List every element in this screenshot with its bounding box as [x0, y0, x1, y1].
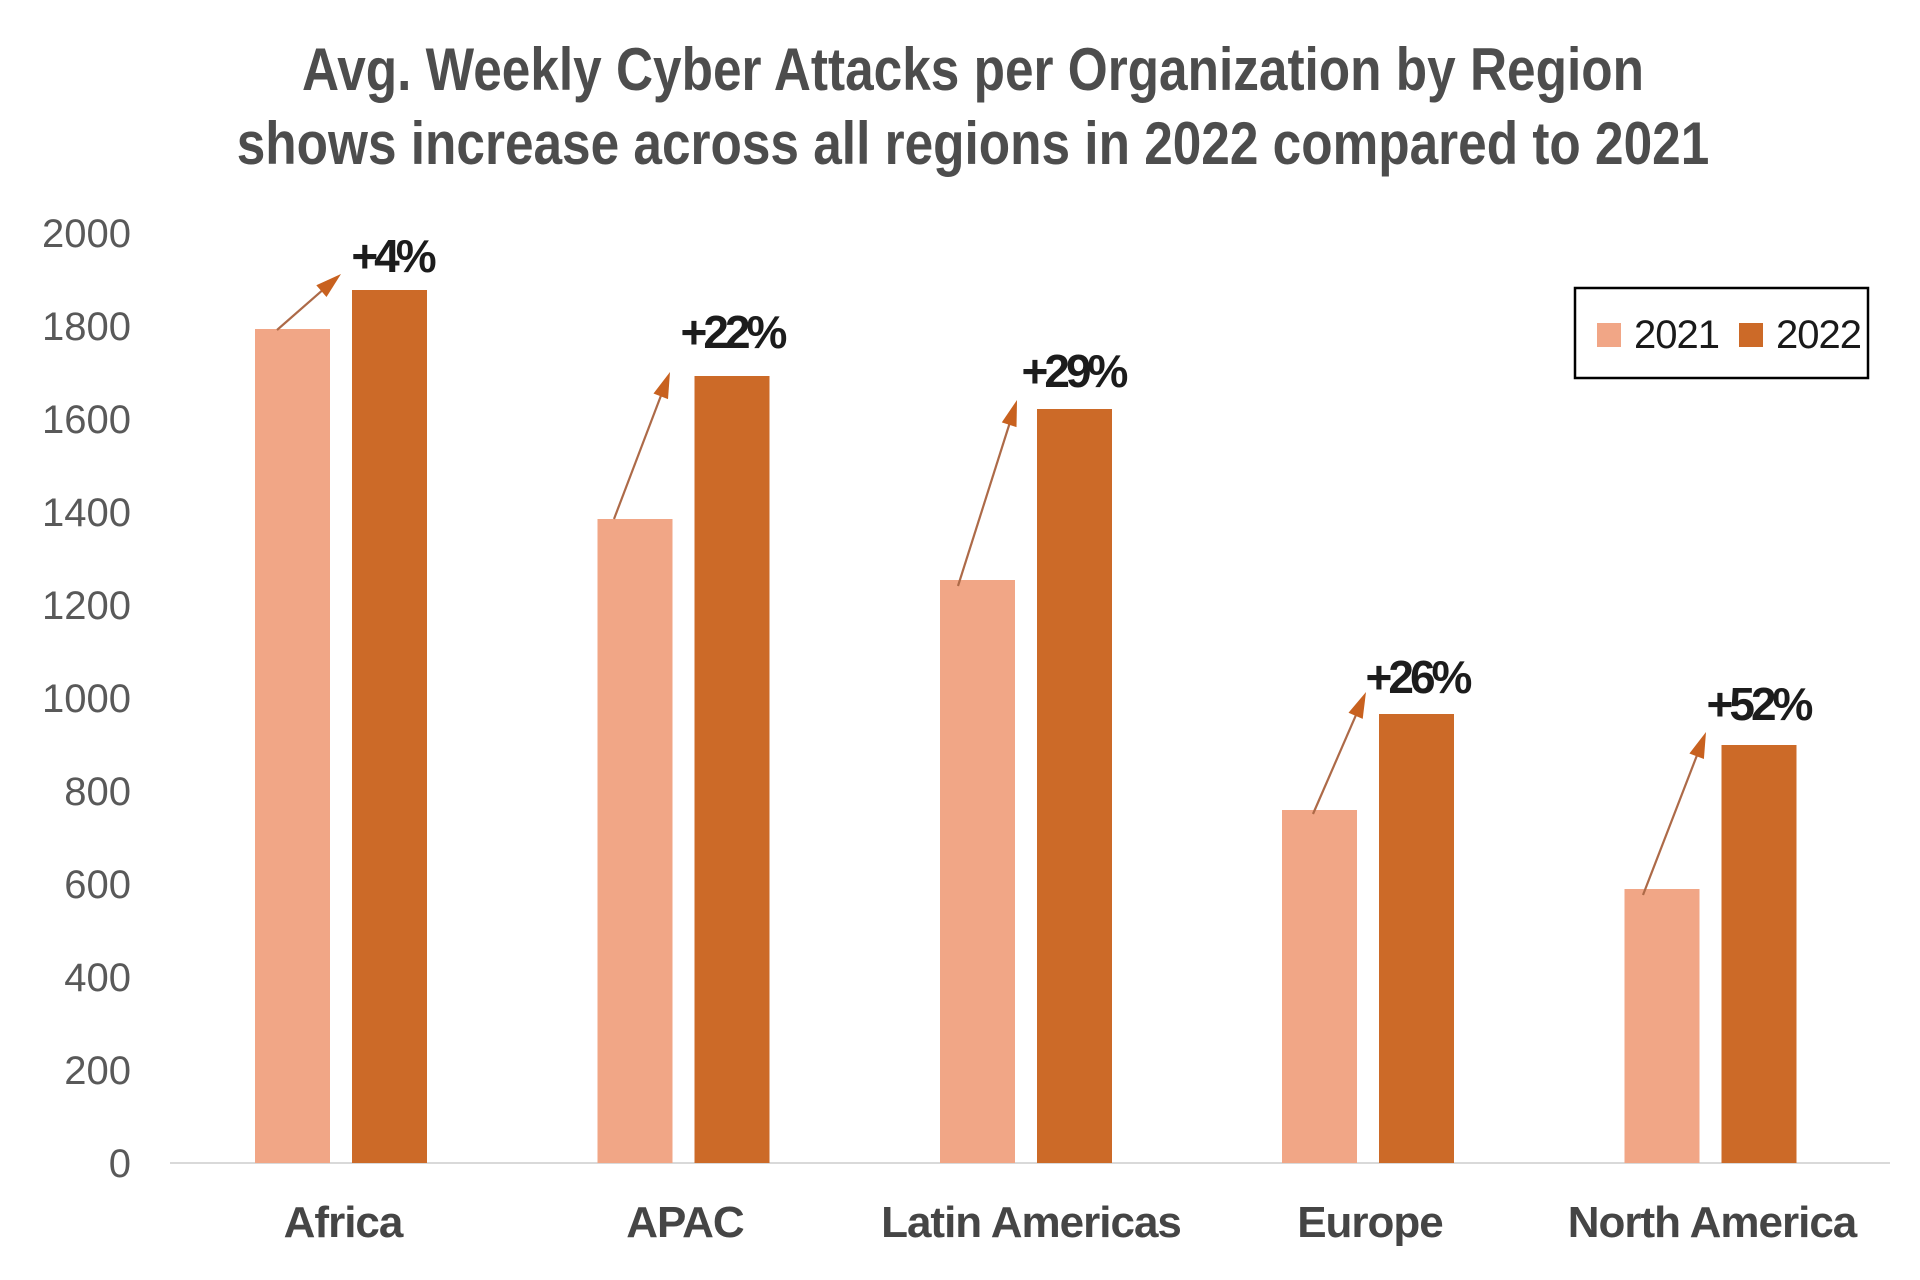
svg-text:Africa: Africa — [284, 1198, 404, 1247]
svg-text:Avg. Weekly Cyber Attacks per: Avg. Weekly Cyber Attacks per Organizati… — [302, 35, 1644, 103]
svg-text:+52%: +52% — [1707, 678, 1813, 730]
svg-text:+26%: +26% — [1366, 651, 1472, 703]
svg-text:Europe: Europe — [1297, 1198, 1443, 1247]
svg-text:+22%: +22% — [681, 306, 787, 358]
svg-text:600: 600 — [64, 863, 131, 907]
svg-text:1800: 1800 — [42, 305, 131, 349]
svg-text:200: 200 — [64, 1049, 131, 1093]
svg-text:APAC: APAC — [626, 1198, 744, 1247]
svg-text:+29%: +29% — [1022, 345, 1128, 397]
svg-text:+4%: +4% — [351, 230, 435, 282]
svg-text:North America: North America — [1568, 1198, 1858, 1247]
svg-text:1400: 1400 — [42, 491, 131, 535]
svg-text:2022: 2022 — [1776, 313, 1861, 357]
svg-text:800: 800 — [64, 770, 131, 814]
svg-text:400: 400 — [64, 956, 131, 1000]
svg-text:Latin Americas: Latin Americas — [881, 1198, 1181, 1247]
svg-text:1200: 1200 — [42, 584, 131, 628]
svg-text:2000: 2000 — [42, 212, 131, 256]
svg-text:1000: 1000 — [42, 677, 131, 721]
svg-text:0: 0 — [109, 1142, 131, 1186]
svg-text:1600: 1600 — [42, 398, 131, 442]
svg-text:shows increase across all regi: shows increase across all regions in 202… — [237, 109, 1710, 177]
svg-text:2021: 2021 — [1634, 313, 1719, 357]
